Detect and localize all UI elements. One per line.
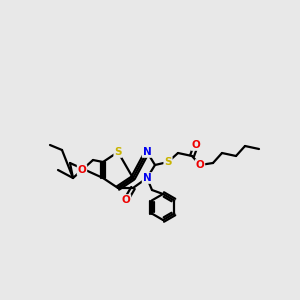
- Text: O: O: [78, 165, 86, 175]
- Text: S: S: [164, 157, 172, 167]
- Text: S: S: [114, 147, 122, 157]
- Text: N: N: [142, 173, 152, 183]
- Text: O: O: [196, 160, 204, 170]
- Text: N: N: [142, 147, 152, 157]
- Text: O: O: [192, 140, 200, 150]
- Text: O: O: [122, 195, 130, 205]
